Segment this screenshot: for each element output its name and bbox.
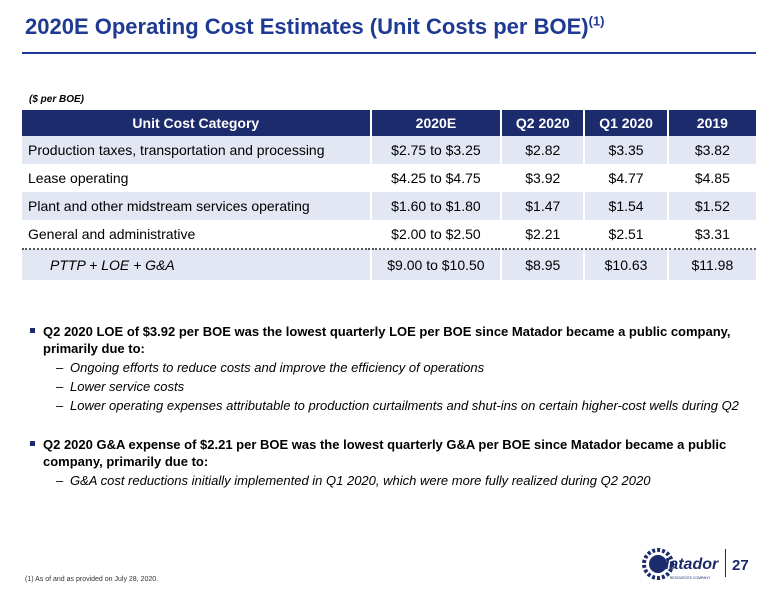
row-category: Production taxes, transportation and pro…: [22, 136, 372, 164]
cell-q2-2020: $2.82: [501, 136, 586, 164]
page-title: 2020E Operating Cost Estimates (Unit Cos…: [25, 13, 605, 39]
total-q1-2020: $10.63: [584, 249, 669, 280]
cell-2019: $3.31: [667, 220, 756, 250]
sub-bullet: – Lower service costs: [30, 378, 740, 395]
logo-divider: [725, 549, 726, 577]
cell-q1-2020: $1.54: [584, 192, 669, 220]
logo-wordmark: Matador: [656, 556, 719, 573]
row-category: General and administrative: [22, 220, 372, 250]
cell-2019: $1.52: [667, 192, 756, 220]
cell-2020e: $2.00 to $2.50: [370, 220, 503, 250]
sub-bullet: – Ongoing efforts to reduce costs and imp…: [30, 359, 740, 376]
sub-bullet-text: G&A cost reductions initially implemente…: [70, 473, 651, 488]
cell-q2-2020: $1.47: [501, 192, 586, 220]
total-2020e: $9.00 to $10.50: [370, 249, 503, 280]
header-category: Unit Cost Category: [22, 110, 372, 136]
sub-list-ga: – G&A cost reductions initially implement…: [30, 472, 740, 489]
header-q2-2020: Q2 2020: [501, 110, 586, 136]
table-header-row: Unit Cost Category 2020E Q2 2020 Q1 2020…: [22, 110, 756, 136]
dash-icon: –: [56, 473, 64, 488]
cell-q1-2020: $4.77: [584, 164, 669, 192]
dash-icon: –: [56, 379, 64, 394]
cell-2020e: $1.60 to $1.80: [370, 192, 503, 220]
cell-q2-2020: $2.21: [501, 220, 586, 250]
title-footnote-ref: (1): [588, 13, 605, 29]
sub-bullet: – Lower operating expenses attributable t…: [30, 397, 740, 414]
unit-cost-table: Unit Cost Category 2020E Q2 2020 Q1 2020…: [22, 110, 756, 280]
table-row: Production taxes, transportation and pro…: [22, 136, 756, 164]
table-total-row: PTTP + LOE + G&A $9.00 to $10.50 $8.95 $…: [22, 249, 756, 280]
sub-bullet-text: Ongoing efforts to reduce costs and impr…: [70, 360, 485, 375]
sub-bullet-text: Lower operating expenses attributable to…: [70, 398, 739, 413]
footnote: (1) As of and as provided on July 28, 20…: [25, 576, 159, 583]
total-2019: $11.98: [667, 249, 756, 280]
header-2019: 2019: [667, 110, 756, 136]
matador-logo: Matador RESOURCES COMPANY: [642, 548, 719, 580]
logo-tagline: RESOURCES COMPANY: [670, 576, 711, 580]
cell-2020e: $4.25 to $4.75: [370, 164, 503, 192]
bullet-ga: Q2 2020 G&A expense of $2.21 per BOE was…: [30, 436, 740, 470]
header-q1-2020: Q1 2020: [584, 110, 669, 136]
cell-q1-2020: $3.35: [584, 136, 669, 164]
sub-bullet: – G&A cost reductions initially implement…: [30, 472, 740, 489]
cell-2019: $3.82: [667, 136, 756, 164]
bullet-text: Q2 2020 LOE of $3.92 per BOE was the low…: [43, 324, 731, 356]
row-category: Lease operating: [22, 164, 372, 192]
cell-2019: $4.85: [694, 170, 730, 186]
sub-list-loe: – Ongoing efforts to reduce costs and imp…: [30, 359, 740, 414]
cell-q1-2020: $2.51: [584, 220, 669, 250]
table-row: Lease operating $4.25 to $4.75 $3.92 $4.…: [22, 164, 756, 192]
bullet-text: Q2 2020 G&A expense of $2.21 per BOE was…: [43, 437, 727, 469]
cell-2020e: $2.75 to $3.25: [370, 136, 503, 164]
table-row: Plant and other midstream services opera…: [22, 192, 756, 220]
bullet-square-icon: [30, 441, 35, 446]
total-category: PTTP + LOE + G&A: [22, 249, 372, 280]
cell-q2-2020: $3.92: [501, 164, 586, 192]
commentary-bullets: Q2 2020 LOE of $3.92 per BOE was the low…: [30, 323, 740, 491]
table-row: General and administrative $2.00 to $2.5…: [22, 220, 756, 250]
dash-icon: –: [56, 360, 64, 375]
header-2020e: 2020E: [370, 110, 503, 136]
row-category: Plant and other midstream services opera…: [22, 192, 372, 220]
total-q2-2020: $8.95: [501, 249, 586, 280]
title-rule: [22, 52, 756, 54]
dash-icon: –: [56, 398, 64, 413]
bullet-loe: Q2 2020 LOE of $3.92 per BOE was the low…: [30, 323, 740, 357]
page-number: 27: [732, 557, 749, 574]
unit-note: ($ per BOE): [29, 94, 85, 105]
bullet-square-icon: [30, 328, 35, 333]
sub-bullet-text: Lower service costs: [70, 379, 185, 394]
